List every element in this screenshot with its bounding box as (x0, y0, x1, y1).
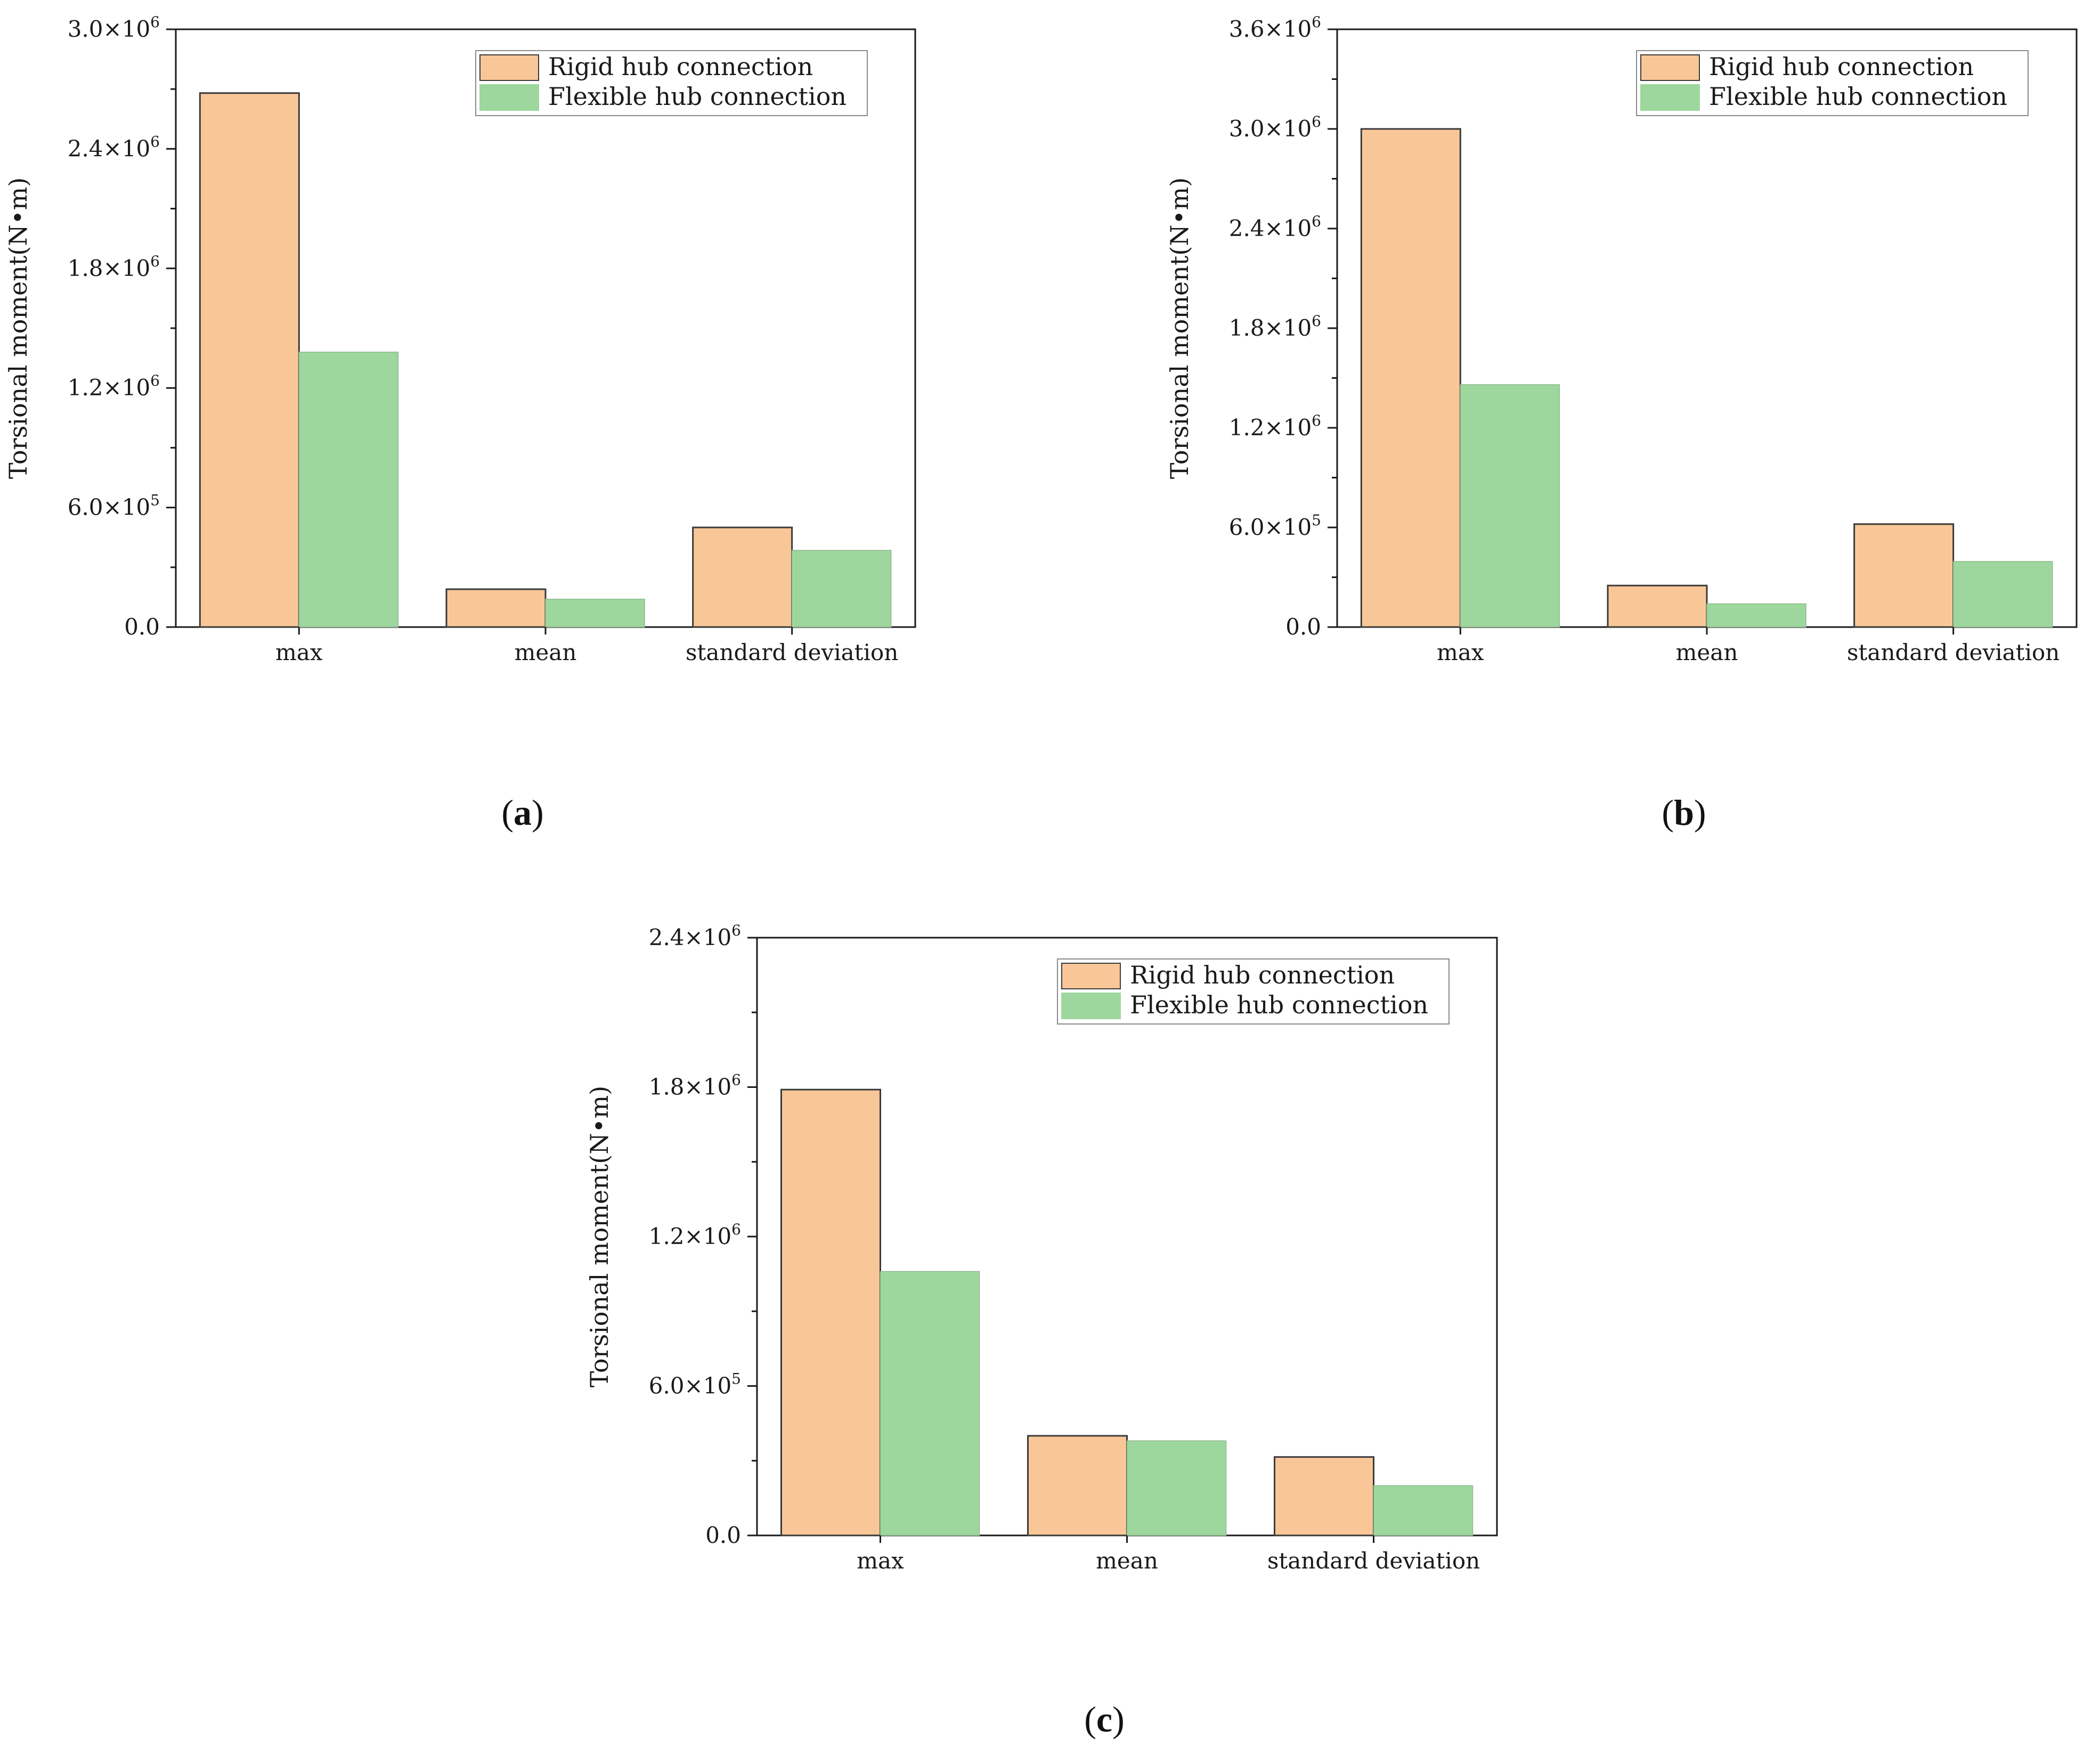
y-axis-title: Torsional moment(N•m) (4, 177, 32, 479)
y-tick-label: 1.8×106 (649, 1071, 741, 1100)
bar-flexible-standard-deviation (791, 550, 892, 628)
legend-swatch-rigid (479, 54, 539, 81)
bar-flexible-max (880, 1271, 980, 1536)
bar-flexible-mean (1126, 1440, 1227, 1536)
panel-label: (c) (1084, 1699, 1125, 1739)
y-axis-title: Torsional moment(N•m) (1165, 177, 1194, 479)
y-tick-label: 1.2×106 (68, 372, 160, 401)
bar-rigid-standard-deviation (692, 526, 793, 628)
legend-box (475, 50, 868, 116)
y-tick-label: 6.0×105 (1229, 511, 1321, 540)
x-tick-label: max (857, 1548, 904, 1574)
bar-rigid-max (1360, 128, 1461, 628)
bar-flexible-mean (1706, 603, 1806, 628)
legend-swatch-rigid (1061, 963, 1121, 989)
chart-panel-c: max mean standard deviation 0.0 6.0×105 1.2×1… (585, 922, 1498, 1739)
legend-swatch-flexible (1061, 993, 1121, 1019)
y-tick-label: 1.8×106 (68, 253, 160, 281)
x-tick-label: standard deviation (1267, 1548, 1480, 1574)
y-tick-label: 3.0×106 (68, 13, 160, 42)
bar-rigid-mean (1027, 1435, 1128, 1537)
bar-rigid-standard-deviation (1853, 523, 1955, 628)
y-tick-label: 6.0×105 (68, 492, 160, 521)
legend-label-flexible: Flexible hub connection (1130, 990, 1428, 1019)
y-tick-label: 6.0×105 (649, 1370, 741, 1399)
bar-flexible-mean (545, 598, 645, 628)
bar-flexible-max (298, 352, 399, 628)
x-tick-label: standard deviation (686, 639, 898, 665)
y-tick-label: 2.4×106 (649, 922, 741, 950)
x-tick-label: mean (1096, 1548, 1158, 1574)
y-tick-label: 0.0 (1285, 614, 1321, 640)
legend-box (1636, 50, 2029, 116)
x-tick-label: max (1437, 639, 1484, 665)
y-axis-title: Torsional moment(N•m) (585, 1086, 614, 1387)
y-tick-label: 3.6×106 (1229, 13, 1321, 42)
legend-swatch-flexible (1640, 84, 1700, 111)
bar-rigid-max (199, 92, 300, 628)
y-tick-label: 3.0×106 (1229, 113, 1321, 142)
y-tick-label: 1.2×106 (1229, 412, 1321, 441)
x-tick-label: max (275, 639, 323, 665)
x-tick-label: mean (515, 639, 577, 665)
bar-flexible-max (1460, 384, 1560, 628)
legend-label-flexible: Flexible hub connection (1709, 82, 2007, 111)
legend-label-flexible: Flexible hub connection (548, 82, 846, 111)
x-tick-label: mean (1676, 639, 1738, 665)
bar-rigid-max (780, 1088, 881, 1537)
bar-rigid-mean (445, 588, 547, 628)
chart-panel-a: max mean standard deviation 0.0 6.0×105 1.2×1… (4, 13, 916, 833)
legend-swatch-flexible (479, 84, 539, 111)
x-tick-label: standard deviation (1847, 639, 2060, 665)
bar-rigid-mean (1607, 584, 1708, 628)
legend-label-rigid: Rigid hub connection (1130, 961, 1395, 989)
y-tick-label: 1.2×106 (649, 1221, 741, 1249)
y-tick-label: 2.4×106 (1229, 213, 1321, 241)
y-tick-label: 2.4×106 (68, 133, 160, 161)
legend-box (1057, 958, 1450, 1025)
panel-label: (a) (501, 792, 543, 833)
chart-panel-b: max mean standard deviation 0.0 6.0×105 1.2×1… (1165, 13, 2078, 833)
legend-swatch-rigid (1640, 54, 1700, 81)
y-tick-label: 1.8×106 (1229, 312, 1321, 341)
y-tick-label: 0.0 (705, 1522, 741, 1548)
legend-label-rigid: Rigid hub connection (1709, 52, 1974, 81)
panel-label: (b) (1662, 792, 1706, 833)
bar-rigid-standard-deviation (1274, 1456, 1374, 1537)
legend-label-rigid: Rigid hub connection (548, 52, 813, 81)
bar-flexible-standard-deviation (1373, 1485, 1474, 1536)
y-tick-label: 0.0 (124, 614, 160, 640)
bar-flexible-standard-deviation (1952, 561, 2053, 628)
